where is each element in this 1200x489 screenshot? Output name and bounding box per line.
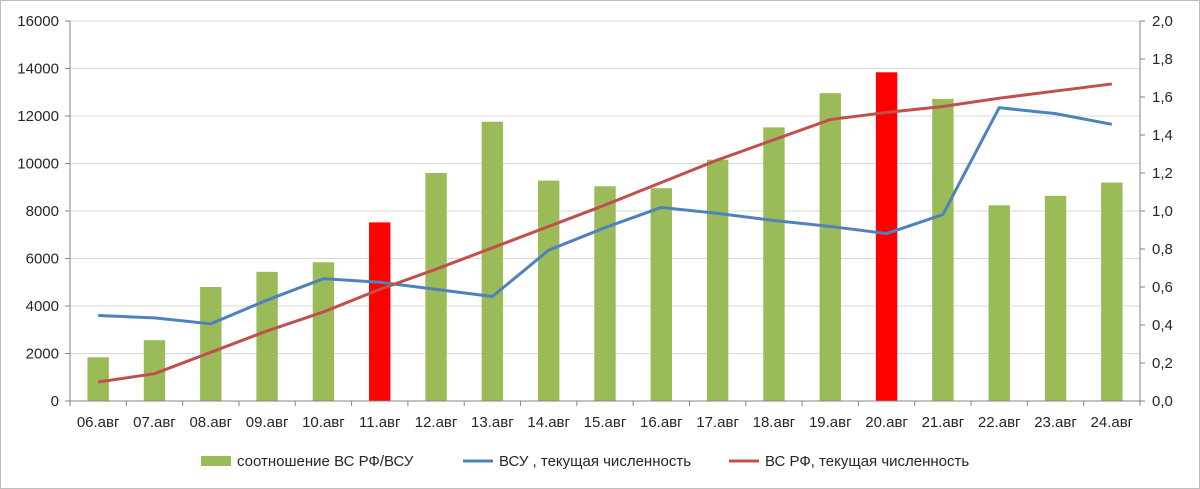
x-axis-tick-label: 22.авг bbox=[978, 414, 1021, 431]
x-axis-tick-label: 08.авг bbox=[189, 414, 232, 431]
bar bbox=[312, 262, 335, 401]
bar bbox=[932, 98, 954, 402]
x-axis-tick-label: 11.авг bbox=[359, 414, 401, 431]
line-series bbox=[97, 82, 1113, 384]
right-axis-tick-label: 0,4 bbox=[1152, 317, 1173, 334]
bar bbox=[369, 222, 391, 401]
bar bbox=[1101, 182, 1123, 401]
right-axis-tick-label: 0,2 bbox=[1152, 355, 1173, 372]
x-axis-tick-label: 10.авг bbox=[302, 414, 345, 431]
left-axis-tick-label: 0 bbox=[51, 393, 59, 410]
right-axis-tick-label: 1,4 bbox=[1152, 127, 1173, 144]
bar bbox=[87, 357, 109, 401]
bar bbox=[594, 186, 616, 401]
legend-entry: ВСУ , текущая численность bbox=[499, 453, 691, 470]
left-axis-tick-label: 6000 bbox=[26, 251, 59, 268]
bar bbox=[988, 205, 1010, 401]
bar bbox=[425, 173, 447, 401]
x-axis-tick-label: 21.авг bbox=[922, 414, 965, 431]
bar bbox=[706, 159, 729, 401]
bar-series bbox=[87, 72, 1123, 402]
legend-entry: ВС РФ, текущая численность bbox=[765, 453, 969, 470]
right-axis-tick-label: 1,6 bbox=[1152, 89, 1173, 106]
bar bbox=[763, 127, 785, 402]
left-axis-tick-label: 12000 bbox=[17, 108, 59, 125]
x-axis-tick-label: 07.авг bbox=[133, 414, 176, 431]
right-axis-tick-label: 0,0 bbox=[1152, 393, 1173, 410]
x-axis-tick-label: 14.авг bbox=[527, 414, 570, 431]
bar bbox=[256, 271, 278, 401]
bar bbox=[537, 180, 560, 401]
right-axis-tick-label: 1,8 bbox=[1152, 51, 1173, 68]
x-axis-tick-label: 18.авг bbox=[753, 414, 796, 431]
bar bbox=[143, 340, 166, 401]
right-axis-tick-label: 0,6 bbox=[1152, 279, 1173, 296]
x-axis-tick-label: 24.авг bbox=[1091, 414, 1134, 431]
bar bbox=[650, 188, 673, 401]
x-axis-tick-label: 06.авг bbox=[77, 414, 120, 431]
x-axis-tick-label: 23.авг bbox=[1034, 414, 1077, 431]
x-axis-tick-label: 16.авг bbox=[640, 414, 683, 431]
x-axis-tick-label: 19.авг bbox=[809, 414, 852, 431]
right-axis-tick-label: 1,0 bbox=[1152, 203, 1173, 220]
left-axis-tick-label: 16000 bbox=[17, 13, 59, 30]
x-axis-tick-label: 09.авг bbox=[246, 414, 289, 431]
legend-swatch bbox=[201, 456, 231, 466]
right-axis-tick-label: 1,2 bbox=[1152, 165, 1173, 182]
legend: соотношение ВС РФ/ВСУ ВСУ , текущая числе… bbox=[201, 453, 969, 470]
bar bbox=[1044, 195, 1067, 401]
left-axis-tick-label: 10000 bbox=[17, 156, 59, 173]
left-axis-tick-label: 8000 bbox=[26, 203, 59, 220]
bar bbox=[200, 287, 222, 401]
right-axis-tick-label: 2,0 bbox=[1152, 13, 1173, 30]
x-axis-tick-label: 13.авг bbox=[471, 414, 514, 431]
x-axis-tick-label: 17.авг bbox=[696, 414, 739, 431]
series-line bbox=[98, 106, 1113, 326]
bar bbox=[481, 121, 504, 401]
series-line bbox=[97, 82, 1113, 384]
legend-entry: соотношение ВС РФ/ВСУ bbox=[237, 453, 414, 470]
x-axis-tick-label: 12.авг bbox=[415, 414, 458, 431]
left-axis-tick-label: 4000 bbox=[26, 298, 59, 315]
left-axis-tick-label: 2000 bbox=[26, 346, 59, 363]
bar bbox=[819, 93, 841, 401]
x-axis-tick-label: 15.авг bbox=[584, 414, 627, 431]
bar bbox=[875, 72, 898, 402]
left-axis-tick-label: 14000 bbox=[17, 61, 59, 78]
gridlines bbox=[70, 20, 1140, 354]
x-axis-tick-label: 20.авг bbox=[865, 414, 908, 431]
axes: 0 2000 4000 6000 8000 10000 12000 14000 16000 0,0… bbox=[17, 13, 1173, 431]
right-axis-tick-label: 0,8 bbox=[1152, 241, 1173, 258]
